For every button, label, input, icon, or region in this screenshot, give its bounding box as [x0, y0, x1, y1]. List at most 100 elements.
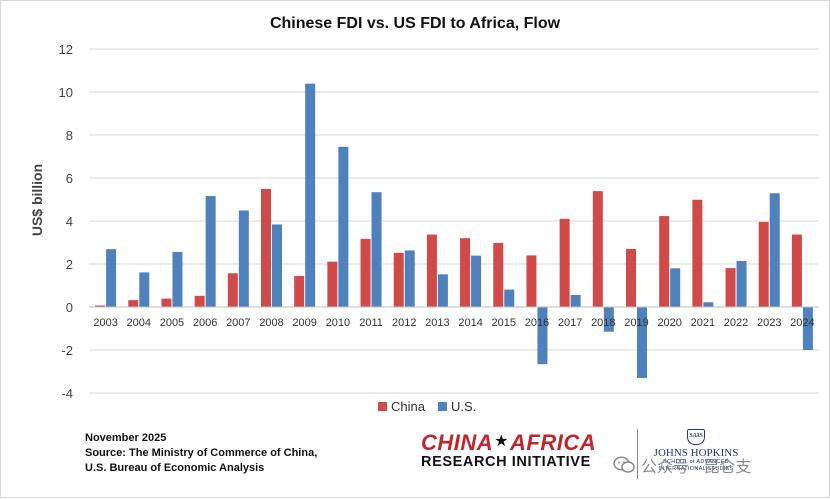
y-tick-label: -2: [61, 343, 73, 358]
x-tick-label: 2005: [160, 317, 184, 329]
y-axis-label: US$ billion: [29, 164, 45, 236]
footer-date: November 2025: [85, 432, 167, 444]
bar-china-2023: [758, 221, 769, 307]
jhu-school: SCHOOL of ADVANCED INTERNATIONAL STUDIES: [658, 459, 734, 472]
bar-us-2008: [272, 224, 282, 307]
jhu-name: JOHNS HOPKINS: [653, 447, 739, 459]
x-tick-label: 2012: [392, 317, 416, 329]
x-tick-label: 2015: [492, 317, 516, 329]
bar-china-2013: [426, 234, 437, 307]
star-icon: ★: [494, 433, 510, 450]
bar-china-2010: [327, 261, 338, 307]
y-tick-label: -4: [61, 386, 73, 401]
bar-us-2022: [736, 260, 747, 307]
wechat-icon: [613, 456, 635, 473]
bar-us-2011: [371, 192, 382, 307]
footer-source-line2: U.S. Bureau of Economic Analysis: [85, 462, 265, 474]
x-tick-label: 2003: [93, 317, 117, 329]
sais-seal-icon: SAIS: [687, 429, 705, 445]
bar-us-2014: [471, 255, 482, 307]
x-tick-label: 2013: [425, 317, 449, 329]
bar-china-2005: [161, 298, 172, 307]
bar-china-2016: [526, 255, 537, 307]
bar-us-2006: [205, 196, 216, 307]
bar-us-2023: [769, 193, 780, 307]
axes: -4 -2 0 2 4 6 8 10 12 2003 2004 2005 2006 2007 2008 200…: [59, 42, 819, 401]
logo-divider: [637, 429, 638, 479]
bar-china-2009: [294, 276, 305, 307]
bar-china-2007: [227, 273, 238, 307]
footer-source-line1: Source: The Ministry of Commerce of Chin…: [85, 447, 318, 459]
chart-title: Chinese FDI vs. US FDI to Africa, Flow: [270, 15, 561, 32]
y-tick-label: 10: [59, 85, 73, 100]
bar-us-2007: [238, 210, 249, 307]
bar-us-2010: [338, 146, 349, 307]
bar-us-2024: [802, 307, 813, 350]
x-tick-label: 2021: [691, 317, 715, 329]
y-tick-label: 0: [66, 300, 73, 315]
china-africa-research-initiative-logo: CHINA★AFRICA RESEARCH INITIATIVE: [421, 431, 631, 471]
bar-us-2013: [437, 274, 448, 307]
x-tick-label: 2004: [127, 317, 151, 329]
x-tick-label: 2023: [757, 317, 781, 329]
bar-china-2011: [360, 238, 371, 307]
x-tick-label: 2008: [259, 317, 283, 329]
legend-swatch: [438, 402, 447, 411]
bar-us-2021: [703, 302, 714, 307]
legend-label: China: [391, 399, 426, 414]
legend-swatch: [378, 402, 387, 411]
bar-us-2003: [106, 249, 117, 307]
legend: China U.S.: [378, 399, 476, 414]
bar-china-2012: [393, 252, 404, 307]
x-tick-label: 2024: [790, 317, 814, 329]
x-tick-label: 2014: [458, 317, 482, 329]
y-tick-label: 2: [66, 257, 73, 272]
bar-us-2017: [570, 294, 581, 307]
y-tick-label: 6: [66, 171, 73, 186]
x-tick-label: 2018: [591, 317, 615, 329]
footer-note: November 2025 Source: The Ministry of Co…: [85, 431, 317, 476]
x-tick-label: 2007: [226, 317, 250, 329]
bar-china-2003: [95, 305, 106, 307]
bar-china-2008: [261, 188, 271, 307]
wechat-watermark: 公众号 · 昆仑支: [613, 453, 751, 477]
johns-hopkins-sais-logo: SAIS JOHNS HOPKINS SCHOOL of ADVANCED IN…: [651, 429, 741, 473]
bar-china-2021: [692, 199, 703, 307]
bar-us-2018: [603, 307, 614, 332]
cari-logo-china: CHINA: [421, 430, 494, 455]
bar-china-2018: [592, 191, 603, 307]
cari-logo-line2: RESEARCH INITIATIVE: [421, 454, 591, 470]
bar-china-2024: [791, 234, 802, 307]
legend-label: U.S.: [451, 399, 476, 414]
x-tick-label: 2009: [292, 317, 316, 329]
y-tick-label: 8: [66, 128, 73, 143]
bar-us-2012: [404, 250, 415, 307]
bar-china-2015: [493, 242, 504, 307]
bar-china-2014: [460, 238, 471, 307]
grid-lines: [89, 48, 819, 394]
x-tick-label: 2017: [558, 317, 582, 329]
y-tick-label: 12: [59, 42, 73, 57]
bar-china-2017: [559, 218, 570, 307]
bar-china-2006: [194, 295, 205, 307]
bars: [95, 83, 813, 378]
bar-us-2005: [172, 251, 183, 307]
bar-us-2004: [139, 272, 150, 307]
watermark-text: 公众号 · 昆仑支: [641, 459, 752, 476]
y-tick-label: 4: [66, 214, 73, 229]
x-tick-label: 2022: [724, 317, 748, 329]
x-tick-label: 2010: [326, 317, 350, 329]
bar-us-2009: [305, 83, 316, 308]
bar-us-2015: [504, 289, 515, 307]
bar-china-2004: [128, 300, 139, 307]
bar-china-2020: [659, 216, 670, 307]
bar-us-2020: [670, 268, 681, 307]
bar-china-2019: [626, 248, 636, 307]
x-tick-label: 2020: [657, 317, 681, 329]
bar-us-2019: [637, 307, 647, 378]
x-tick-label: 2016: [525, 317, 549, 329]
bar-us-2016: [537, 307, 548, 365]
x-tick-label: 2006: [193, 317, 217, 329]
